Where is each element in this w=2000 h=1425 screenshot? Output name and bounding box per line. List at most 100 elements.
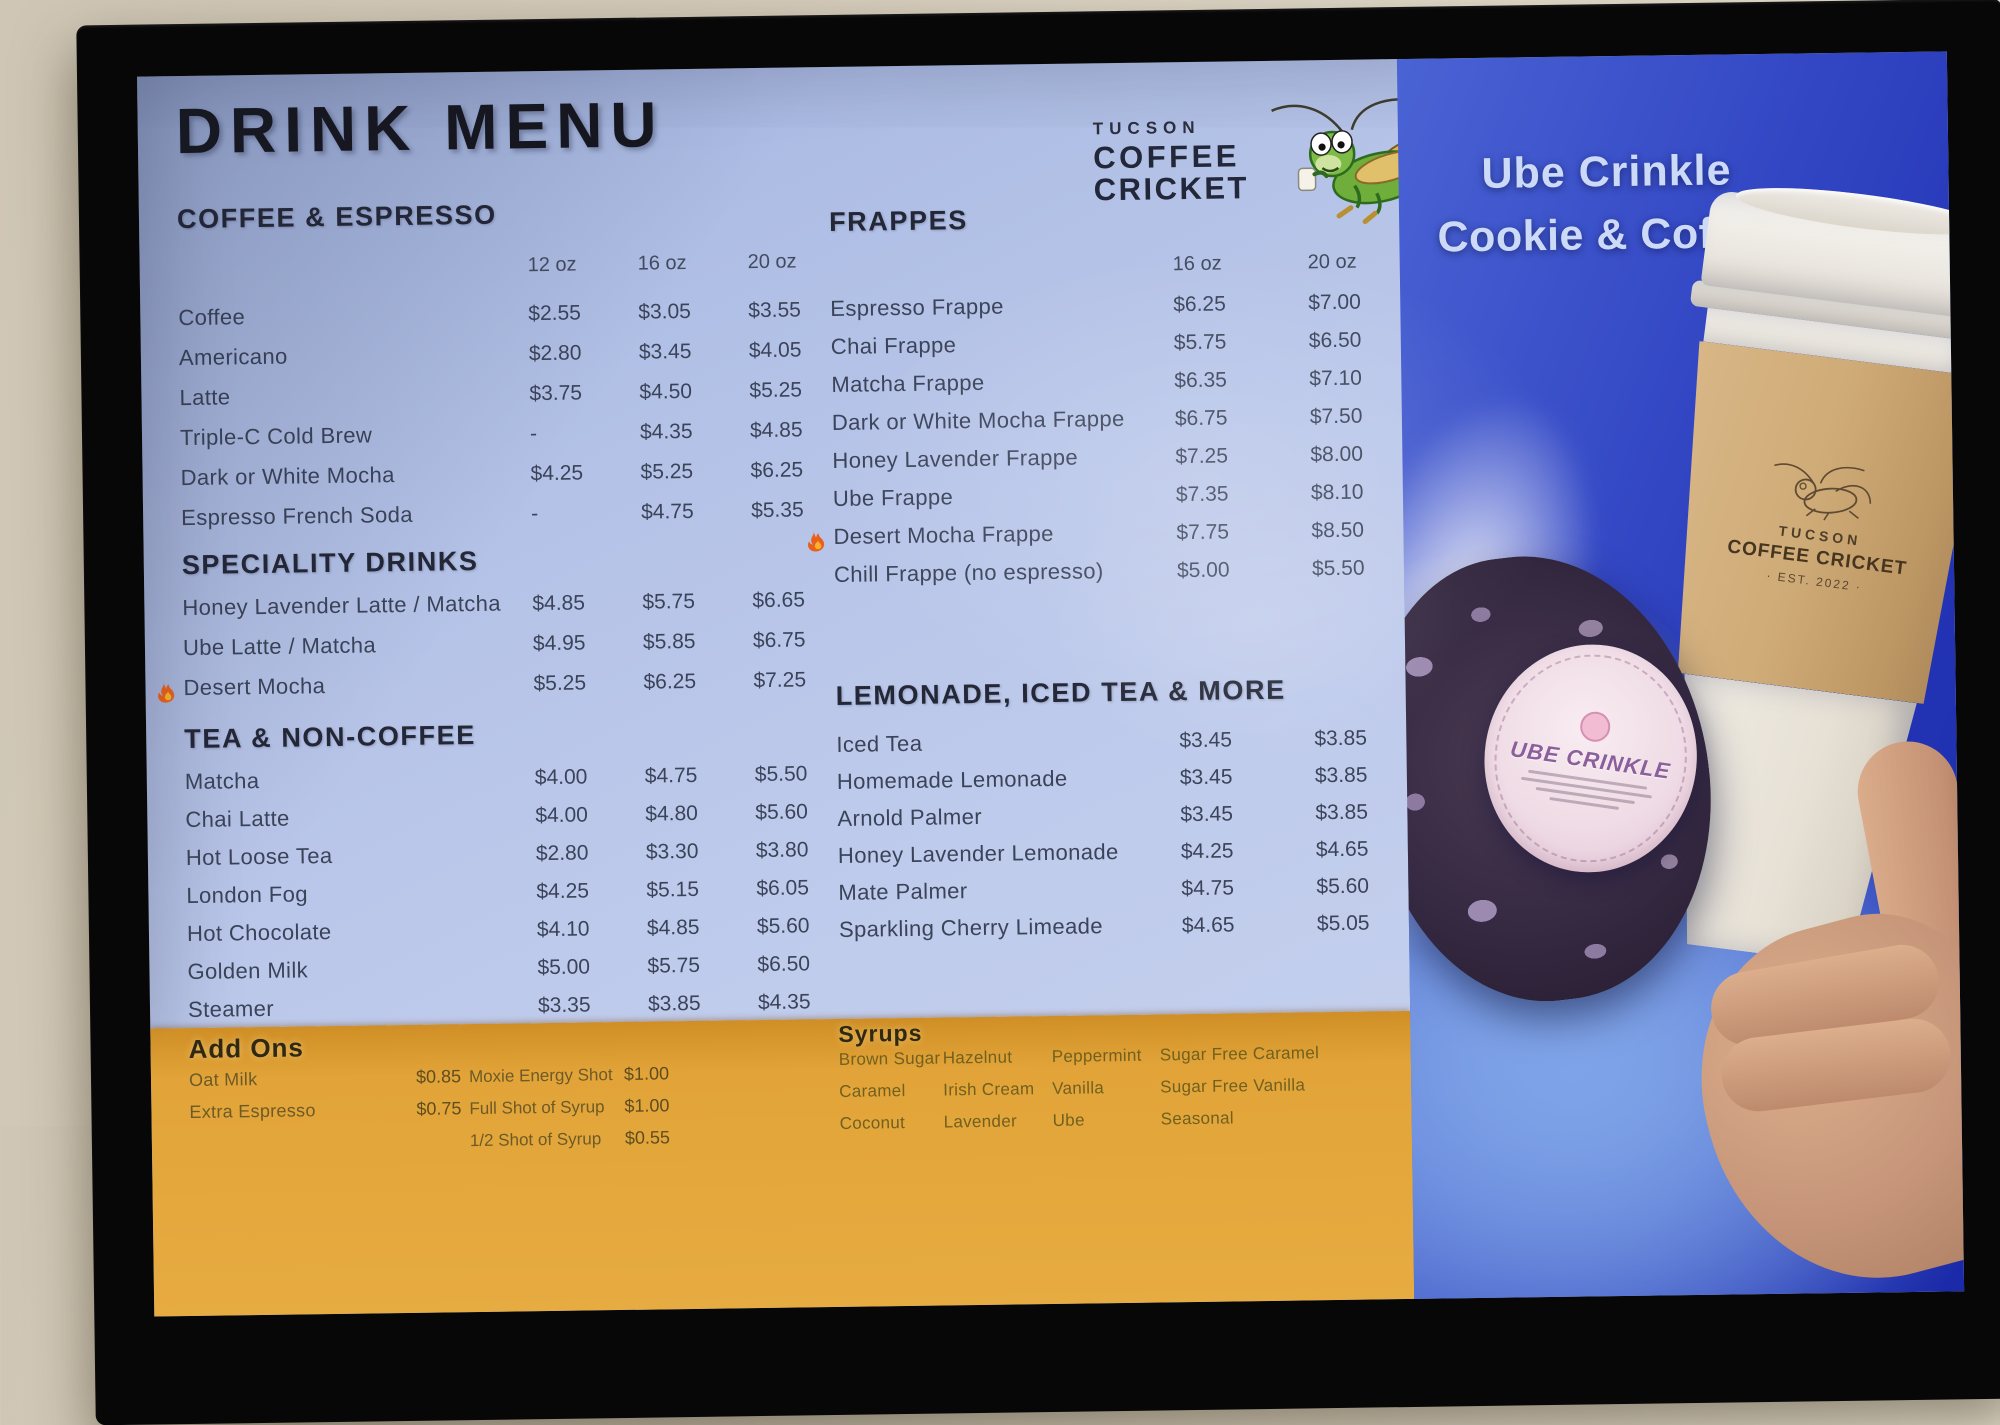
brand-mid: COFFEE [1092, 138, 1241, 176]
item-name: Ube Latte / Matcha [182, 632, 377, 661]
brand-top: TUCSON [1092, 117, 1201, 139]
item-name: Sparkling Cherry Limeade [838, 913, 1104, 942]
item-name: Arnold Palmer [837, 803, 983, 831]
item-price: $3.35 [537, 993, 591, 1018]
item-price: $5.00 [1176, 558, 1230, 583]
item-price: $3.45 [1180, 802, 1234, 827]
item-name: Hot Chocolate [186, 919, 332, 947]
item-name: Desert Mocha [183, 673, 326, 701]
syrup-name: Peppermint [1051, 1045, 1142, 1066]
coffee-cup: TUCSON COFFEE CRICKET · EST. 2022 · [1596, 187, 1965, 976]
addon-name: Oat Milk [188, 1069, 258, 1091]
section-heading: COFFEE & ESPRESSO [176, 199, 497, 235]
syrup-name: Caramel [839, 1081, 906, 1101]
item-price: $4.10 [536, 917, 590, 942]
item-price: $5.15 [646, 877, 700, 902]
flame-icon [807, 529, 825, 552]
item-name: Golden Milk [187, 957, 309, 985]
item-price: $4.00 [534, 765, 588, 790]
section-tea-non-coffee: TEA & NON-COFFEE Matcha $4.00 $4.75 $5.5… [184, 715, 868, 1035]
item-name: Americano [178, 343, 288, 371]
item-price: $4.25 [1180, 839, 1234, 864]
addons-right-list: Moxie Energy Shot $1.00 Full Shot of Syr… [469, 1063, 670, 1162]
addon-row: 1/2 Shot of Syrup $0.55 [470, 1127, 670, 1162]
page-title: DRINK MENU [175, 88, 666, 168]
item-name: Honey Lavender Lemonade [837, 839, 1119, 868]
label-logo-icon [1578, 709, 1613, 744]
addons-left-list: Oat Milk $0.85 Extra Espresso $0.75 [189, 1066, 462, 1134]
syrup-name: Vanilla [1052, 1078, 1105, 1098]
addon-name: 1/2 Shot of Syrup [469, 1129, 602, 1151]
flame-icon [158, 681, 175, 703]
item-name: Homemade Lemonade [836, 765, 1068, 794]
brand-bot: CRICKET [1093, 169, 1250, 207]
addon-row: Full Shot of Syrup $1.00 [469, 1095, 669, 1130]
syrups-grid: Brown Sugar Hazelnut Peppermint Sugar Fr… [839, 1043, 1321, 1146]
section-coffee-espresso: COFFEE & ESPRESSO 12 oz 16 oz 20 oz Coff… [177, 195, 862, 545]
item-name: Ube Frappe [832, 484, 954, 511]
item-name: London Fog [186, 881, 309, 909]
syrup-name: Brown Sugar [838, 1048, 941, 1069]
item-price: $3.45 [1179, 765, 1233, 790]
item-price: $5.75 [642, 589, 696, 614]
item-price: $4.65 [1181, 913, 1235, 938]
size-16oz: 16 oz [637, 252, 687, 275]
item-price: $6.75 [752, 628, 806, 653]
item-price: $2.80 [528, 341, 582, 366]
syrup-name: Seasonal [1160, 1108, 1235, 1129]
item-name: Chai Frappe [830, 332, 957, 359]
syrup-name: Irish Cream [943, 1079, 1035, 1100]
addon-price: $0.55 [624, 1127, 671, 1148]
menu-screen: DRINK MENU TUCSON COFFEE CRICKET [136, 51, 1965, 1317]
item-price: $5.25 [640, 459, 694, 484]
item-price: $3.85 [647, 991, 701, 1016]
item-name: Dark or White Mocha [180, 462, 395, 491]
syrup-name: Hazelnut [942, 1047, 1013, 1068]
addon-name: Full Shot of Syrup [469, 1097, 605, 1119]
item-price: $4.95 [532, 631, 586, 656]
item-price: $4.00 [535, 803, 589, 828]
addon-row: Oat Milk $0.85 [189, 1066, 461, 1102]
item-name: Espresso Frappe [830, 293, 1004, 321]
section-heading: TEA & NON-COFFEE [184, 719, 477, 755]
section-speciality-drinks: SPECIALITY DRINKS Honey Lavender Latte /… [158, 541, 864, 715]
item-price: $4.80 [645, 801, 699, 826]
item-name: Matcha [184, 768, 260, 795]
item-name: Latte [179, 384, 231, 411]
item-price: $5.00 [537, 955, 591, 980]
item-name: Honey Lavender Frappe [832, 444, 1079, 473]
item-name: Iced Tea [836, 730, 923, 757]
item-name: Chai Latte [185, 805, 290, 833]
syrup-name: Ube [1052, 1110, 1085, 1130]
item-name: Dark or White Mocha Frappe [831, 405, 1125, 435]
addon-price: $1.00 [624, 1095, 670, 1116]
size-16oz: 16 oz [1172, 252, 1222, 276]
menu-item-row: Desert Mocha Frappe $7.75 $8.50 [807, 515, 1446, 562]
addon-row: Moxie Energy Shot $1.00 [469, 1063, 669, 1098]
promo-panel: Ube Crinkle Cookie & Coffee TUCSON [1396, 51, 1965, 1299]
syrup-name: Lavender [943, 1111, 1018, 1132]
item-name: Matcha Frappe [831, 369, 985, 397]
syrup-name: Sugar Free Caramel [1159, 1043, 1320, 1065]
item-price: $7.35 [1175, 482, 1229, 507]
cup-sleeve: TUCSON COFFEE CRICKET · EST. 2022 · [1658, 341, 1964, 706]
menu-item-row: Chill Frappe (no espresso) $5.00 $5.50 [834, 553, 1447, 600]
item-price: $6.75 [1174, 406, 1228, 431]
item-price: $4.75 [1181, 876, 1235, 901]
menu-item-row: Espresso French Soda - $4.75 $5.35 [181, 496, 861, 545]
addon-price: $0.85 [415, 1066, 462, 1087]
item-name: Desert Mocha Frappe [833, 520, 1055, 549]
brand-logo: TUCSON COFFEE CRICKET [1092, 117, 1250, 207]
syrup-name: Coconut [839, 1113, 906, 1133]
item-price: $7.25 [1175, 444, 1229, 469]
item-price: $4.25 [536, 879, 590, 904]
item-price: $4.25 [530, 461, 584, 486]
item-price: $3.05 [638, 299, 692, 324]
size-header-row: 12 oz 16 oz 20 oz [178, 250, 858, 299]
section-heading: SPECIALITY DRINKS [181, 545, 479, 581]
item-price: $6.25 [643, 669, 697, 694]
item-price: $5.85 [642, 629, 696, 654]
syrups-heading: Syrups [838, 1019, 923, 1047]
item-price: $5.75 [647, 953, 701, 978]
section-lemonade: LEMONADE, ICED TEA & MORE Iced Tea $3.45… [836, 672, 1453, 954]
